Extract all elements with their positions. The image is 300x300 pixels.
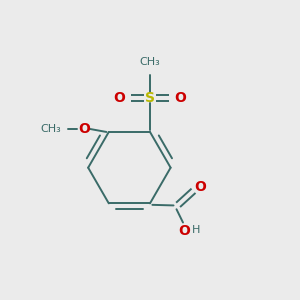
Text: O: O — [78, 122, 90, 136]
Text: S: S — [145, 91, 155, 105]
Text: O: O — [195, 181, 207, 194]
Text: O: O — [178, 224, 190, 238]
Text: CH₃: CH₃ — [140, 57, 160, 67]
Text: CH₃: CH₃ — [40, 124, 61, 134]
Text: O: O — [174, 91, 186, 105]
Text: O: O — [114, 91, 126, 105]
Text: H: H — [192, 225, 200, 235]
